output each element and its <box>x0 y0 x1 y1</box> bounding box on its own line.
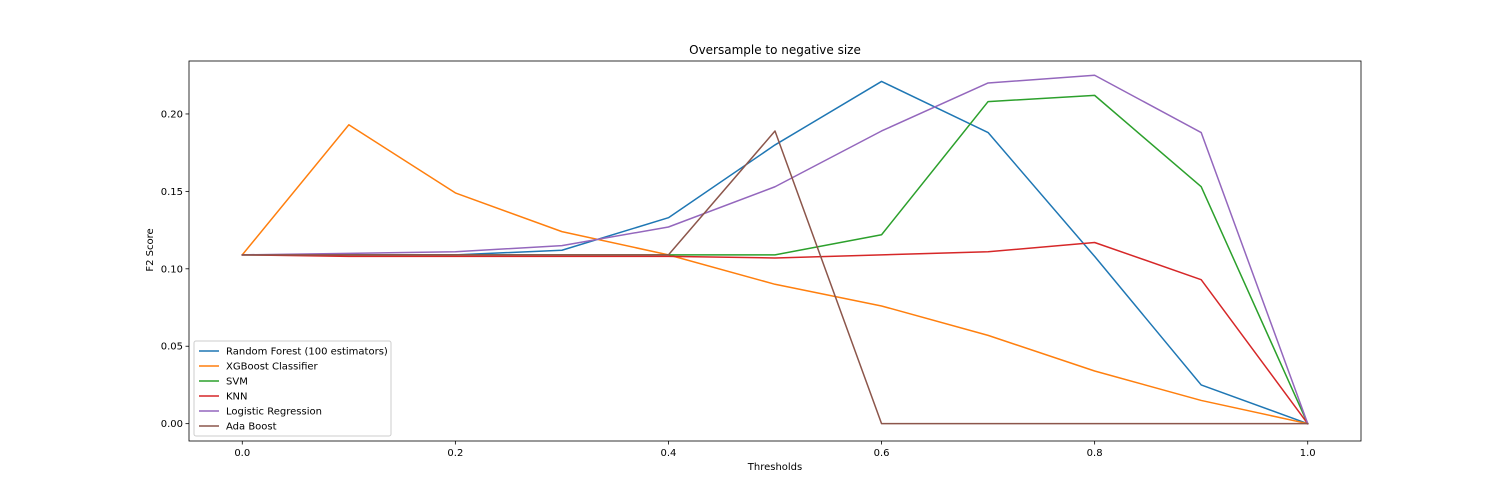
axes-layer: 0.0 0.2 0.4 0.6 0.8 1.0 0.00 0.05 0.10 0.15 0.20 <box>161 60 1362 459</box>
x-tick-label: 0.4 <box>661 448 677 459</box>
legend-label-0: Random Forest (100 estimators) <box>226 347 388 358</box>
chart-title: Oversample to negative size <box>689 43 861 57</box>
y-tick-label: 0.05 <box>161 342 183 353</box>
y-tick-label: 0.20 <box>161 109 183 120</box>
axes-frame <box>188 60 1362 442</box>
series-line-4 <box>241 74 1309 425</box>
y-tick-label: 0.15 <box>161 187 183 198</box>
legend-box <box>193 340 392 437</box>
y-axis-label: F2 Score <box>145 228 156 271</box>
x-tick-label: 1.0 <box>1300 448 1316 459</box>
y-tick-label: 0.00 <box>161 419 183 430</box>
series-line-3 <box>241 241 1309 425</box>
series-line-5 <box>241 130 1309 425</box>
x-tick-label: 0.2 <box>447 448 463 459</box>
x-axis-label: Thresholds <box>747 462 803 473</box>
x-tick-label: 0.6 <box>874 448 890 459</box>
x-tick-label: 0.8 <box>1087 448 1103 459</box>
legend-label-4: Logistic Regression <box>226 407 322 418</box>
legend-label-3: KNN <box>226 392 248 403</box>
series-line-1 <box>241 124 1309 425</box>
legend: Random Forest (100 estimators) XGBoost Cl… <box>193 340 392 437</box>
legend-label-2: SVM <box>226 377 248 388</box>
legend-label-1: XGBoost Classifier <box>226 362 319 373</box>
legend-label-5: Ada Boost <box>226 422 277 433</box>
series-layer <box>241 74 1309 425</box>
y-tick-label: 0.10 <box>161 264 183 275</box>
x-tick-label: 0.0 <box>234 448 250 459</box>
